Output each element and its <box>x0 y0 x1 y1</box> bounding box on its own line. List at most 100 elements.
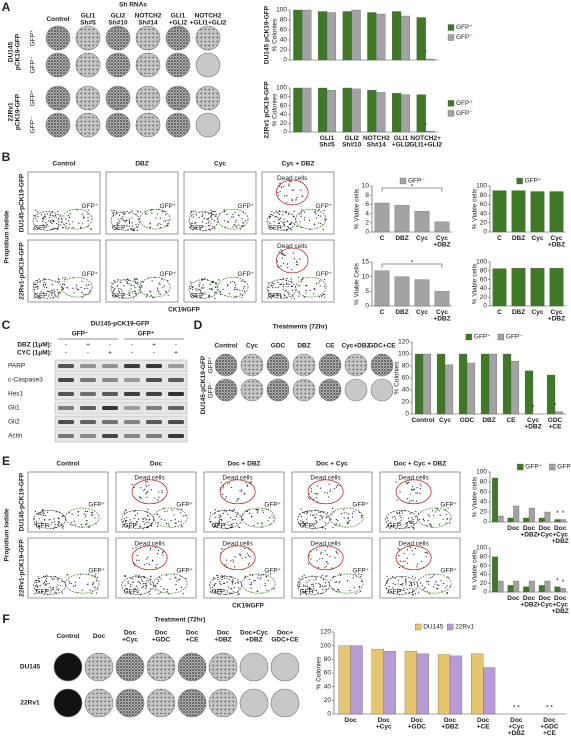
event-dot <box>197 288 199 290</box>
event-dot <box>158 291 160 293</box>
event-dot <box>410 499 412 501</box>
gate <box>276 179 309 206</box>
event-dot <box>158 223 160 225</box>
event-dot <box>145 582 147 584</box>
event-dot <box>273 588 275 590</box>
event-dot <box>42 292 45 294</box>
y-tick-label: 0 <box>483 229 487 236</box>
event-dot <box>261 523 263 525</box>
y-tick-label: 40 <box>480 285 488 292</box>
event-dot <box>399 590 401 592</box>
event-dot <box>87 216 89 218</box>
event-dot <box>266 589 268 591</box>
event-dot <box>406 498 409 500</box>
event-dot <box>315 283 318 285</box>
event-dot <box>235 522 238 524</box>
event-dot <box>323 210 325 212</box>
event-dot <box>133 297 135 299</box>
event-dot <box>389 527 391 529</box>
event-dot <box>152 560 154 562</box>
event-dot <box>133 285 135 287</box>
gate-label: Dead cells <box>310 475 341 482</box>
event-dot <box>251 574 254 577</box>
event-dot <box>319 519 321 521</box>
event-dot <box>323 285 325 287</box>
event-dot <box>60 523 62 525</box>
event-dot <box>42 591 44 593</box>
y-tick-label: 6 <box>365 201 369 208</box>
event-dot <box>50 221 52 223</box>
event-dot <box>237 498 239 500</box>
event-dot <box>313 288 315 290</box>
protein-label: Gli1 <box>8 405 20 412</box>
column-label: GLI1 Sh#5 <box>80 12 96 26</box>
event-dot <box>314 289 316 291</box>
event-dot <box>57 523 59 526</box>
event-dot <box>125 219 128 221</box>
event-dot <box>199 290 202 292</box>
treatment-mark: + <box>152 342 156 349</box>
culture-well <box>165 25 191 51</box>
y-axis-title: % Colonies <box>316 656 323 690</box>
event-dot <box>259 578 261 580</box>
event-dot <box>277 286 279 288</box>
event-dot <box>286 277 288 280</box>
event-dot <box>70 582 72 585</box>
event-dot <box>399 514 401 516</box>
event-dot <box>411 593 413 595</box>
event-dot <box>166 510 168 512</box>
event-dot <box>155 566 157 568</box>
bar <box>422 353 432 415</box>
event-dot <box>170 519 172 522</box>
culture-well <box>195 85 221 111</box>
event-dot <box>330 518 332 520</box>
event-dot <box>313 588 315 590</box>
event-dot <box>274 216 276 218</box>
event-dot <box>131 225 134 227</box>
event-dot <box>214 583 217 585</box>
event-dot <box>58 520 60 523</box>
event-dot <box>130 288 132 290</box>
event-dot <box>273 516 275 519</box>
event-dot <box>52 227 54 230</box>
event-dot <box>91 511 93 514</box>
y-axis-title: DU145 pCK19-GFP <box>264 5 271 64</box>
culture-well <box>266 353 290 377</box>
event-dot <box>242 518 244 521</box>
event-dot <box>410 582 412 585</box>
event-dot <box>130 284 133 286</box>
flow-plot <box>203 537 285 599</box>
event-dot <box>126 282 128 284</box>
event-dot <box>312 583 314 585</box>
event-dot <box>36 582 38 584</box>
event-dot <box>449 518 451 520</box>
event-dot <box>240 555 242 557</box>
y-axis-title: % Viable cells <box>472 188 479 229</box>
culture-well <box>195 25 221 51</box>
event-dot <box>398 549 400 551</box>
treatment-mark: + <box>86 342 90 349</box>
event-dot <box>131 483 133 486</box>
event-dot <box>319 553 322 555</box>
event-dot <box>136 229 138 231</box>
event-dot <box>298 585 300 587</box>
bar <box>383 650 396 715</box>
event-dot <box>298 295 300 297</box>
event-dot <box>146 485 148 488</box>
y-tick-label: 15 <box>362 259 370 266</box>
event-dot <box>419 483 421 485</box>
gate <box>329 573 364 594</box>
event-dot <box>118 288 120 290</box>
gate-label: GFP⁺ <box>238 203 255 210</box>
gate-label: Dead cells <box>310 541 341 548</box>
event-dot <box>34 510 36 512</box>
x-tick-label: Doc +GDC <box>408 717 427 731</box>
event-dot <box>306 521 308 523</box>
event-dot <box>257 510 259 512</box>
event-dot <box>123 285 125 287</box>
event-dot <box>325 517 328 519</box>
event-dot <box>151 525 153 527</box>
event-dot <box>331 514 333 516</box>
event-dot <box>33 228 35 230</box>
event-dot <box>83 215 85 217</box>
